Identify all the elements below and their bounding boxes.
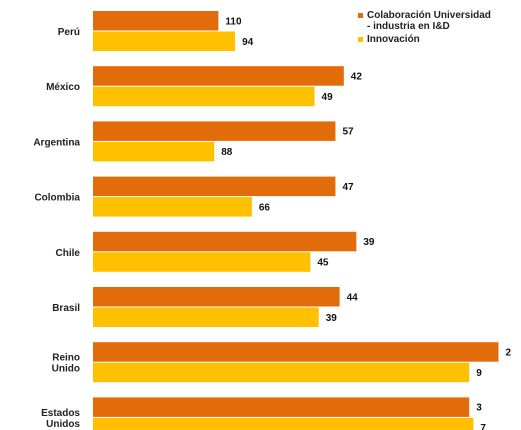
value-label-collaboration-brasil: 44 [347, 292, 359, 303]
category-label-chile: Chile [56, 248, 81, 259]
value-label-collaboration-colombia: 47 [342, 182, 354, 193]
value-label-collaboration-reino-unido: 2 [505, 347, 511, 358]
bar-innovation-peru [93, 31, 236, 51]
value-label-innovation-chile: 45 [317, 258, 329, 269]
bar-collaboration-estados-unidos [93, 397, 470, 417]
legend-item-collaboration: Colaboración Universidad - industria en … [358, 10, 521, 32]
value-label-innovation-peru: 94 [242, 37, 254, 48]
value-label-collaboration-peru: 110 [225, 16, 242, 27]
bar-innovation-estados-unidos [93, 417, 474, 430]
value-label-collaboration-argentina: 57 [342, 127, 354, 138]
bar-collaboration-peru [93, 11, 219, 31]
legend-item-innovation: Innovación [358, 34, 521, 45]
category-label-peru: Perú [58, 27, 80, 38]
bar-collaboration-reino-unido [93, 342, 499, 362]
category-label-reino-unido: Reino Unido [52, 353, 80, 375]
value-label-innovation-reino-unido: 9 [476, 368, 482, 379]
category-label-brasil: Brasil [52, 303, 80, 314]
bar-innovation-reino-unido [93, 362, 470, 383]
bar-collaboration-colombia [93, 176, 336, 197]
value-label-collaboration-chile: 39 [363, 237, 375, 248]
value-label-innovation-argentina: 88 [221, 147, 233, 158]
category-label-colombia: Colombia [34, 193, 80, 204]
bar-collaboration-brasil [93, 287, 340, 307]
category-label-estados-unidos: Estados Unidos [41, 408, 80, 430]
value-label-innovation-estados-unidos: 7 [480, 423, 486, 430]
legend-swatch-innovation [358, 37, 363, 42]
legend-swatch-collaboration [358, 13, 363, 18]
bar-collaboration-mexico [93, 66, 344, 86]
legend-label-collaboration: Colaboración Universidad - industria en … [367, 10, 491, 32]
category-label-mexico: México [46, 82, 80, 93]
value-label-collaboration-mexico: 42 [351, 71, 363, 82]
bar-collaboration-chile [93, 231, 357, 252]
bar-innovation-argentina [93, 141, 215, 162]
value-label-innovation-mexico: 49 [322, 92, 334, 103]
value-label-collaboration-estados-unidos: 3 [476, 403, 482, 414]
bar-innovation-brasil [93, 307, 319, 327]
value-label-innovation-brasil: 39 [326, 313, 338, 324]
bar-innovation-mexico [93, 86, 315, 107]
value-label-innovation-colombia: 66 [259, 202, 271, 213]
category-label-argentina: Argentina [33, 137, 80, 148]
bar-collaboration-argentina [93, 121, 336, 141]
bar-innovation-chile [93, 252, 311, 272]
legend-label-innovation: Innovación [367, 34, 420, 45]
bar-innovation-colombia [93, 197, 252, 217]
legend: Colaboración Universidad - industria en … [358, 10, 521, 47]
